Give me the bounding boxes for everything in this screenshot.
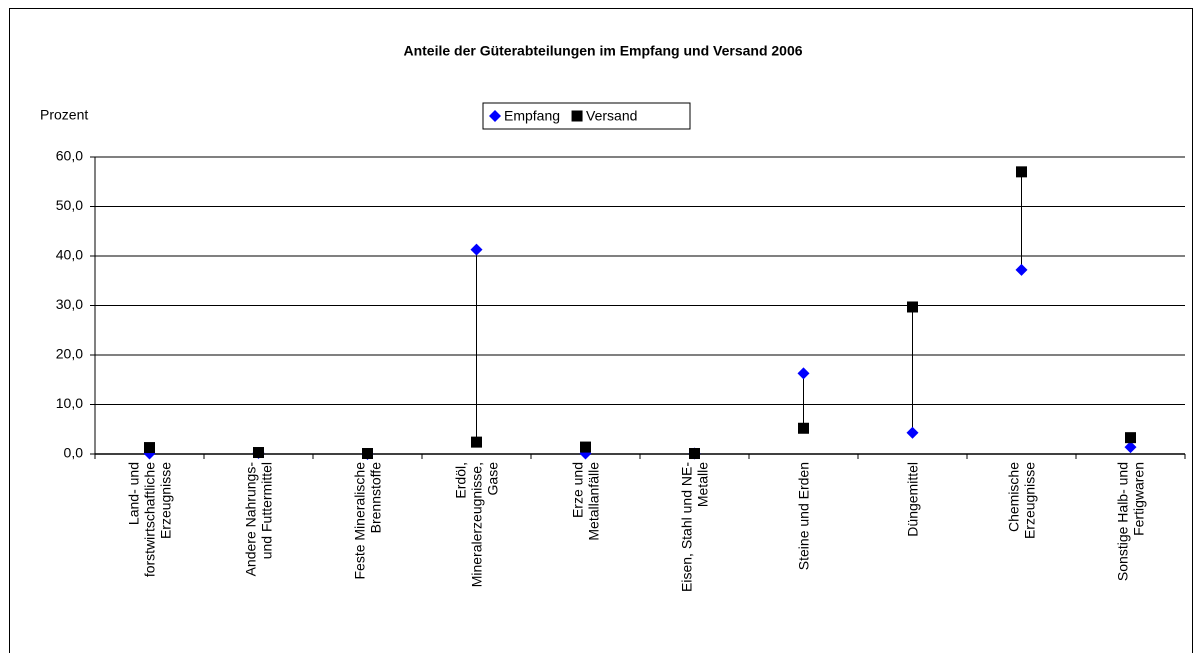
x-tick-label: Eisen, Stahl und NE- Metalle [678, 462, 711, 592]
marker-square [1016, 166, 1027, 178]
x-tick-label: Erze und Metallanfälle [569, 462, 602, 541]
marker-square [471, 436, 482, 448]
x-tick-label: Steine und Erden [795, 462, 812, 571]
x-tick-label: Chemische Erzeugnisse [1005, 462, 1038, 540]
y-tick-label: 50,0 [56, 197, 83, 213]
x-tick-label: Feste Mineralische Brennstoffe [351, 462, 384, 580]
y-tick-label: 10,0 [56, 395, 83, 411]
y-tick-label: 60,0 [56, 148, 83, 164]
legend-label: Empfang [504, 108, 560, 124]
marker-square [571, 110, 583, 122]
marker-square [144, 442, 155, 454]
y-tick-label: 0,0 [64, 445, 84, 461]
chart-frame [9, 8, 1193, 653]
chart-title: Anteile der Güterabteilungen im Empfang … [403, 43, 802, 59]
marker-diamond [1015, 263, 1028, 276]
y-axis-label: Prozent [40, 107, 88, 123]
y-tick-label: 40,0 [56, 247, 83, 263]
marker-square [798, 422, 809, 434]
marker-square [580, 441, 591, 453]
marker-square [689, 448, 700, 460]
marker-square [907, 301, 918, 313]
marker-diamond [489, 110, 501, 122]
marker-diamond [906, 426, 919, 439]
y-tick-label: 30,0 [56, 296, 83, 312]
marker-diamond [470, 243, 483, 256]
marker-square [1125, 432, 1136, 444]
x-tick-label: Land- und forstwirtschaftliche Erzeugnis… [125, 462, 174, 578]
x-tick-label: Andere Nahrungs- und Futtermittel [242, 462, 275, 577]
marker-diamond [797, 367, 810, 380]
legend-label: Versand [586, 108, 637, 124]
legend-box [482, 102, 691, 130]
x-tick-label: Sonstige Halb- und Fertigwaren [1114, 462, 1147, 582]
x-tick-label: Erdöl, Mineralerzeugnisse, Gase [452, 462, 501, 588]
x-tick-label: Düngemittel [904, 462, 921, 537]
marker-diamond [1124, 441, 1137, 454]
marker-square [253, 447, 264, 459]
marker-square [362, 448, 373, 460]
y-tick-label: 20,0 [56, 346, 83, 362]
